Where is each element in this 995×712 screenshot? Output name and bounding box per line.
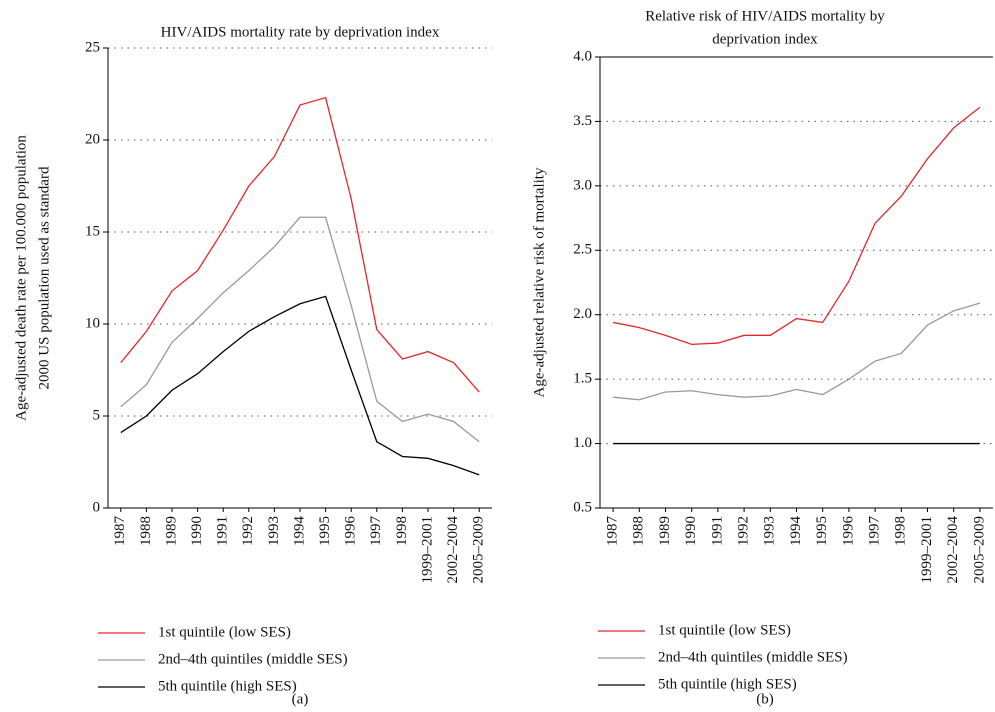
- legend-label: 5th quintile (high SES): [658, 676, 797, 692]
- y-tick-label: 15: [85, 223, 100, 239]
- series-line: [120, 216, 480, 443]
- y-tick-label: 25: [85, 39, 100, 55]
- x-tick-label: 1987: [605, 516, 621, 547]
- x-tick-label: 2005–2009: [971, 516, 987, 584]
- x-tick-label: 1993: [266, 516, 282, 546]
- x-tick-label: 1988: [138, 516, 154, 546]
- x-tick-label: 1996: [343, 516, 359, 547]
- y-tick-label: 3.0: [573, 177, 592, 193]
- x-tick-label: 1991: [215, 516, 231, 546]
- legend-label: 5th quintile (high SES): [158, 678, 297, 694]
- x-tick-label: 1993: [762, 516, 778, 546]
- y-tick-label: 1.0: [573, 435, 592, 451]
- legend-label: 2nd–4th quintiles (middle SES): [158, 651, 348, 667]
- x-tick-label: 1998: [394, 516, 410, 546]
- y-tick-label: 0: [93, 499, 101, 515]
- x-tick-label: 1997: [368, 516, 384, 547]
- x-tick-label: 1997: [867, 516, 883, 547]
- x-tick-label: 2002–2004: [945, 516, 961, 584]
- y-tick-label: 5: [93, 407, 101, 423]
- series-line: [120, 96, 480, 393]
- y-axis-label: Age-adjusted relative risk of mortality: [531, 167, 547, 397]
- chart-title: deprivation index: [712, 31, 818, 47]
- chart-title: Relative risk of HIV/AIDS mortality by: [645, 8, 885, 24]
- x-tick-label: 1995: [814, 516, 830, 546]
- y-tick-label: 3.5: [573, 113, 592, 129]
- x-tick-label: 1992: [736, 516, 752, 546]
- x-tick-label: 1989: [657, 516, 673, 546]
- x-tick-label: 1996: [840, 516, 856, 547]
- y-tick-label: 4.0: [573, 48, 592, 64]
- y-axis-label: Age-adjusted death rate per 100.000 popu…: [13, 135, 29, 421]
- x-tick-label: 1989: [163, 516, 179, 546]
- caption: (b): [756, 691, 774, 707]
- series-line: [612, 106, 981, 346]
- y-tick-label: 2.0: [573, 306, 592, 322]
- chart-title: HIV/AIDS mortality rate by deprivation i…: [161, 24, 440, 40]
- series-line: [120, 295, 480, 476]
- caption: (a): [292, 691, 309, 707]
- y-tick-label: 0.5: [573, 499, 592, 515]
- x-tick-label: 1994: [291, 516, 307, 547]
- x-tick-label: 1998: [893, 516, 909, 546]
- x-tick-label: 1999–2001: [419, 516, 435, 584]
- x-tick-label: 1988: [631, 516, 647, 546]
- x-tick-label: 1987: [112, 516, 128, 547]
- x-tick-label: 1990: [683, 516, 699, 546]
- legend-label: 1st quintile (low SES): [158, 624, 291, 640]
- x-tick-label: 1995: [317, 516, 333, 546]
- y-tick-label: 2.5: [573, 242, 592, 258]
- y-axis-label: 2000 US population used as standard: [36, 166, 52, 389]
- y-tick-label: 1.5: [573, 371, 592, 387]
- x-tick-label: 2005–2009: [471, 516, 487, 584]
- legend-label: 2nd–4th quintiles (middle SES): [658, 649, 848, 665]
- x-tick-label: 2002–2004: [445, 516, 461, 584]
- y-tick-label: 20: [85, 131, 100, 147]
- y-tick-label: 10: [85, 315, 100, 331]
- legend-label: 1st quintile (low SES): [658, 622, 791, 638]
- series-line: [613, 302, 981, 401]
- x-tick-label: 1990: [189, 516, 205, 546]
- x-tick-label: 1992: [240, 516, 256, 546]
- x-tick-label: 1991: [709, 516, 725, 546]
- x-tick-label: 1994: [788, 516, 804, 547]
- x-tick-label: 1999–2001: [919, 516, 935, 584]
